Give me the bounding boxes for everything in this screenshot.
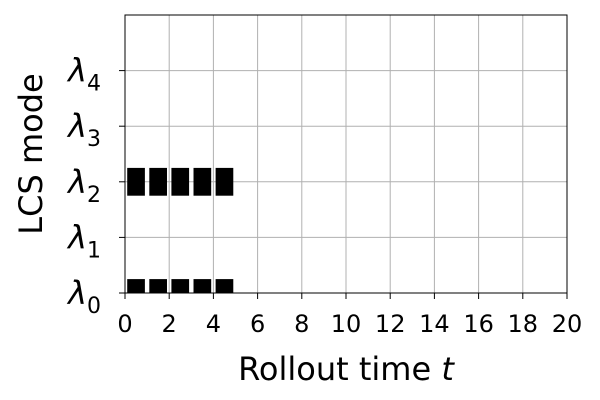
labels-layer: Rollout time t LCS mode [12, 73, 455, 388]
x-tick-label-7: 14 [419, 310, 450, 338]
bar-segment-mode-0-3 [193, 279, 212, 293]
bar-segment-mode-2-5 [127, 167, 145, 196]
x-tick-label-5: 10 [331, 310, 362, 338]
y-tick-label-1: λ1 [66, 218, 101, 263]
bar-segment-mode-2-7 [171, 167, 190, 196]
x-tick-label-9: 18 [508, 310, 539, 338]
ticks-layer: 0 2 4 6 8 10 12 14 16 18 20 λ0 λ1 λ2 λ3 λ4 [66, 52, 582, 338]
bar-segment-mode-0-0 [127, 279, 145, 293]
x-tick-label-2: 4 [206, 310, 221, 338]
bar-segment-mode-2-6 [149, 167, 167, 196]
bar-segment-mode-0-1 [149, 279, 167, 293]
y-tick-label-3: λ3 [66, 107, 101, 152]
bar-segment-mode-0-2 [171, 279, 190, 293]
x-tick-label-0: 0 [117, 310, 132, 338]
y-tick-label-2: λ2 [66, 163, 101, 208]
bar-segment-mode-0-4 [215, 279, 234, 293]
x-tick-label-10: 20 [552, 310, 583, 338]
x-axis-label-var: t [441, 350, 455, 388]
bar-segment-mode-2-8 [193, 167, 212, 196]
x-axis-label-text: Rollout time [238, 350, 431, 388]
x-tick-label-6: 12 [375, 310, 406, 338]
x-tick-label-4: 8 [294, 310, 309, 338]
bars-layer [127, 167, 234, 293]
x-tick-label-3: 6 [250, 310, 265, 338]
x-axis-label: Rollout time t [238, 350, 455, 388]
y-tick-label-0: λ0 [66, 274, 101, 319]
grid-layer [124, 15, 568, 294]
y-tick-label-4: λ4 [66, 52, 101, 97]
bar-segment-mode-2-9 [215, 167, 234, 196]
x-tick-label-8: 16 [463, 310, 494, 338]
x-tick-label-1: 2 [162, 310, 177, 338]
y-axis-label: LCS mode [12, 73, 50, 234]
